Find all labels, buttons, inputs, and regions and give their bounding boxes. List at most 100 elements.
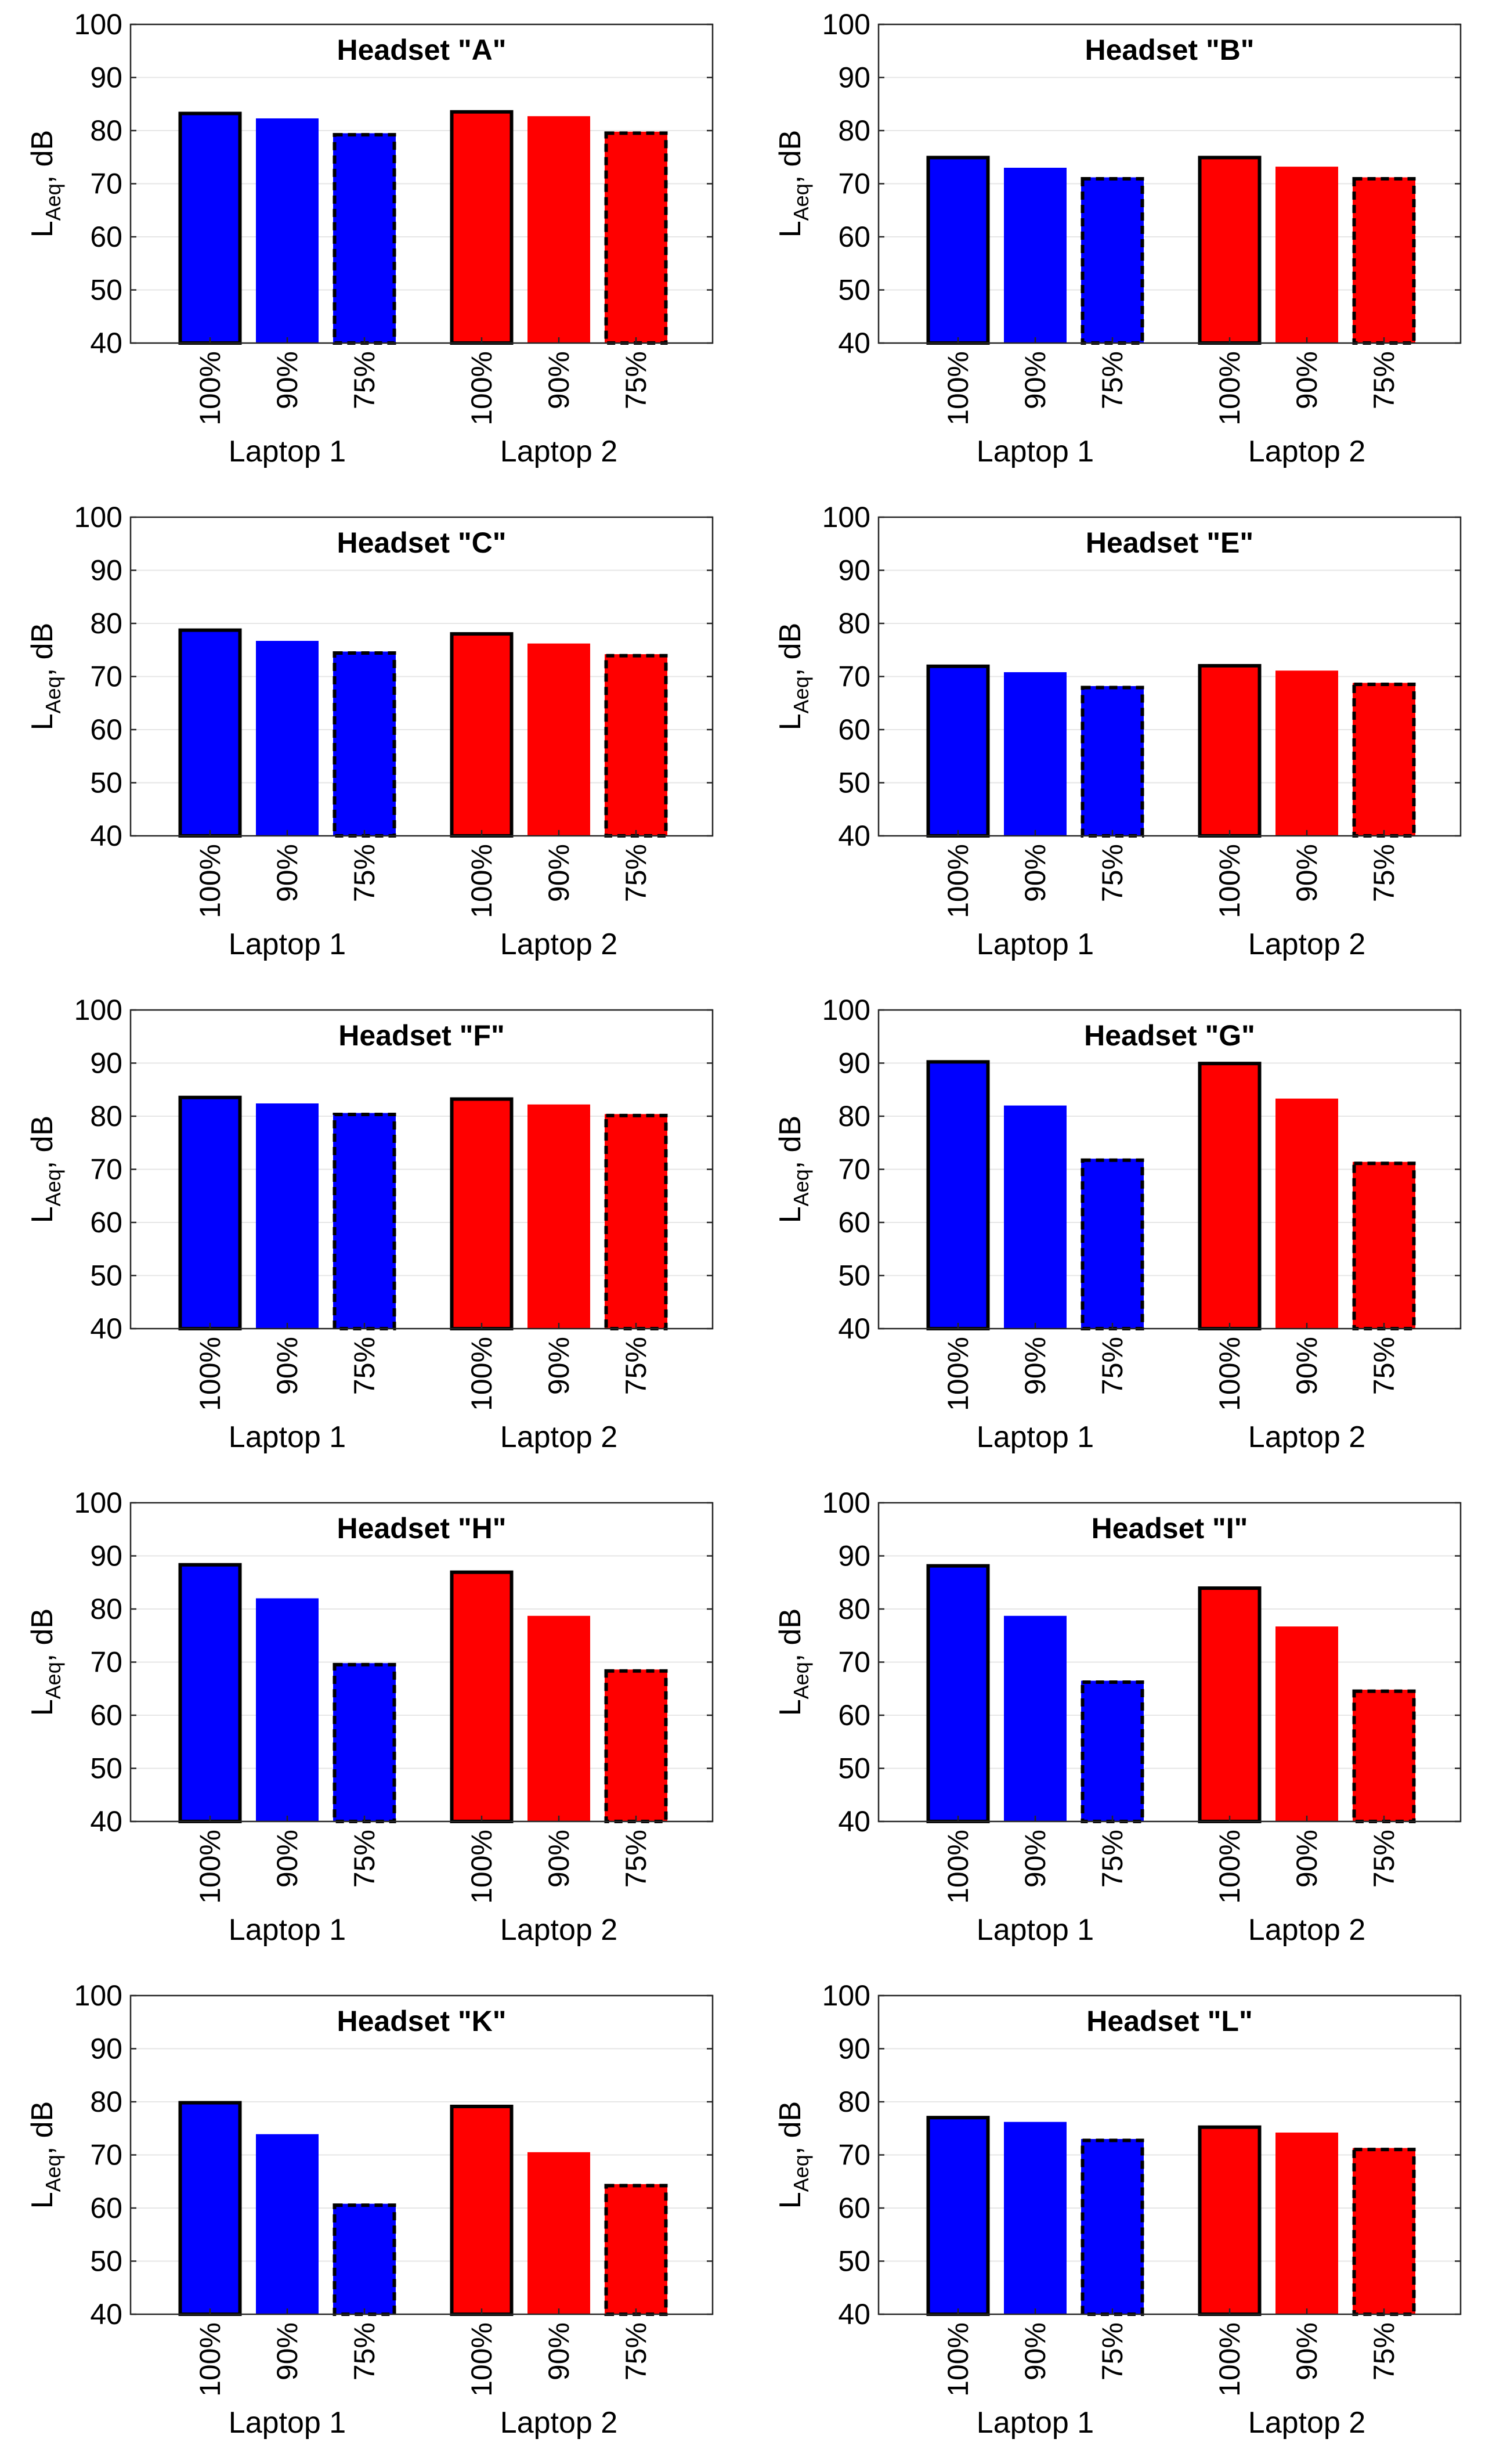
y-axis-label-main: L <box>774 2192 807 2209</box>
y-axis-label-unit: , dB <box>774 1116 807 1170</box>
x-tick-label: 100% <box>1213 1830 1246 1904</box>
y-tick-label: 60 <box>838 221 870 253</box>
group-label-2: Laptop 2 <box>1248 928 1365 961</box>
y-tick-label: 70 <box>90 1646 122 1679</box>
x-tick-label: 90% <box>1019 351 1051 409</box>
y-axis-label: LAeq, dB <box>26 623 65 730</box>
x-tick-label: 100% <box>465 2322 498 2397</box>
x-tick-label: 75% <box>1096 1337 1129 1395</box>
bar-laptop1-75pct <box>1081 177 1144 343</box>
axes-box <box>877 1009 1462 1330</box>
group-label-2: Laptop 2 <box>1248 2406 1365 2440</box>
group-label-1: Laptop 1 <box>229 1420 346 1454</box>
group-label-1: Laptop 1 <box>229 435 346 468</box>
group-label-1: Laptop 1 <box>977 435 1094 468</box>
group-label-1: Laptop 1 <box>977 928 1094 961</box>
panel-title: Headset "I" <box>1092 1512 1248 1545</box>
y-axis-label-subscript: Aeq <box>41 1169 65 1206</box>
y-tick-label: 90 <box>90 62 122 94</box>
y-axis-label-unit: , dB <box>774 623 807 677</box>
bar-laptop1-75pct <box>1081 2139 1144 2314</box>
bar-laptop1-90pct <box>1004 168 1067 343</box>
bar-laptop2-100pct <box>1198 664 1261 836</box>
y-axis-label-unit: , dB <box>26 2101 59 2155</box>
x-tick-label: 90% <box>271 2322 303 2380</box>
bar-group <box>450 1097 514 1330</box>
y-tick-label: 70 <box>90 2139 122 2171</box>
bar-laptop1-75pct <box>333 1113 396 1329</box>
bar-group <box>1004 672 1067 836</box>
bar-outline-dashed <box>333 2203 396 2316</box>
bar-group <box>256 1103 319 1329</box>
x-tick-label: 75% <box>620 1830 652 1888</box>
bar-group <box>1275 1626 1338 1821</box>
bar-laptop2-90pct <box>527 116 590 344</box>
y-axis-label-main: L <box>26 713 59 730</box>
x-tick-label: 90% <box>1291 351 1323 409</box>
y-tick-label: 90 <box>838 2033 870 2065</box>
y-tick-label: 40 <box>838 820 870 852</box>
x-tick-label: 75% <box>620 2322 652 2380</box>
x-tick-label: 75% <box>1096 844 1129 902</box>
bar-group <box>333 1662 396 1823</box>
bar-laptop2-90pct <box>1275 167 1338 343</box>
axes-box <box>129 1502 714 1823</box>
bar-laptop1-100pct <box>179 1563 241 1821</box>
y-tick-label: 70 <box>838 1646 870 1679</box>
bar-group <box>1352 1161 1416 1330</box>
bar-laptop2-75pct <box>605 654 667 836</box>
y-tick-label: 80 <box>90 2086 122 2118</box>
y-axis-label: LAeq, dB <box>774 2101 813 2209</box>
y-tick-label: 40 <box>838 1805 870 1838</box>
bar-group <box>1198 156 1262 345</box>
y-axis-label: LAeq, dB <box>774 623 813 730</box>
y-tick-label: 50 <box>90 1752 122 1785</box>
x-tick-label: 90% <box>271 1830 303 1888</box>
bar-group <box>1198 1062 1262 1330</box>
x-tick-label: 75% <box>1096 2322 1129 2380</box>
bar-group <box>178 111 242 345</box>
y-axis-label-unit: , dB <box>26 1116 59 1170</box>
y-tick-label: 40 <box>838 327 870 359</box>
bar-group <box>1004 168 1067 343</box>
y-axis-label: LAeq, dB <box>26 1608 65 1716</box>
y-axis-label-unit: , dB <box>26 1608 59 1662</box>
y-tick-label: 40 <box>90 1312 122 1345</box>
x-tick-label: 100% <box>1213 351 1246 425</box>
x-tick-label: 75% <box>1368 2322 1400 2380</box>
bar-group <box>527 643 590 836</box>
y-axis-label-subscript: Aeq <box>789 1169 813 1206</box>
bar-laptop2-75pct <box>1353 177 1415 343</box>
bar-group <box>1198 2125 1262 2316</box>
y-tick-label: 100 <box>74 501 122 533</box>
x-tick-label: 90% <box>543 2322 575 2380</box>
bar-group <box>333 133 396 345</box>
x-tick-label: 100% <box>1213 2322 1246 2397</box>
bar-group <box>178 2101 242 2317</box>
y-axis-label-subscript: Aeq <box>789 676 813 713</box>
x-tick-label: 100% <box>942 2322 974 2397</box>
y-tick-label: 40 <box>90 1805 122 1838</box>
bar-group <box>450 632 514 838</box>
x-tick-label: 100% <box>465 844 498 918</box>
y-tick-label: 90 <box>838 1540 870 1572</box>
x-tick-label: 90% <box>271 351 303 409</box>
bar-laptop2-75pct <box>605 131 667 343</box>
bar-group <box>1004 1615 1067 1821</box>
bar-outline-dashed <box>333 1113 396 1330</box>
group-label-2: Laptop 2 <box>500 1913 617 1947</box>
y-axis-label: LAeq, dB <box>26 130 65 237</box>
y-tick-label: 60 <box>838 2192 870 2224</box>
y-tick-label: 100 <box>822 1487 870 1519</box>
x-tick-label: 75% <box>1368 351 1400 409</box>
bar-group <box>1352 2148 1416 2316</box>
y-tick-label: 80 <box>90 114 122 147</box>
bar-group <box>450 110 514 345</box>
y-tick-label: 60 <box>90 221 122 253</box>
bar-group <box>604 1113 668 1330</box>
group-label-2: Laptop 2 <box>1248 435 1365 468</box>
y-tick-label: 40 <box>90 327 122 359</box>
x-tick-label: 100% <box>1213 844 1246 918</box>
